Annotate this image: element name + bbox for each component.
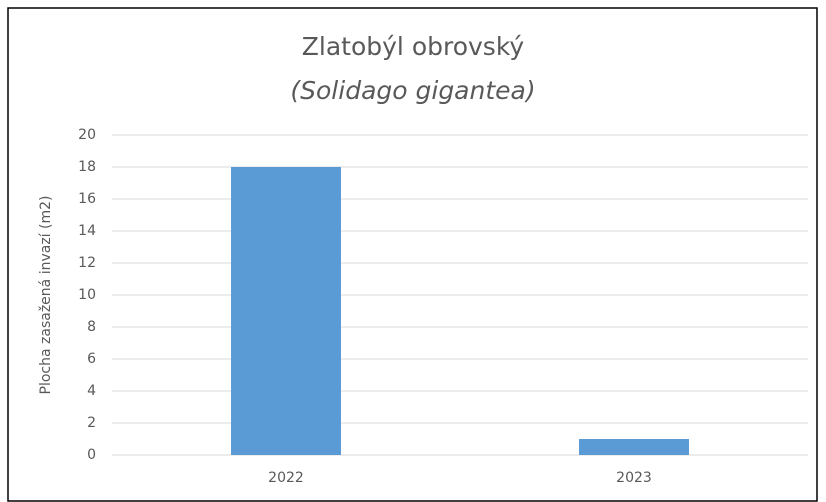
x-tick-label: 2023 xyxy=(616,470,652,486)
y-tick-label: 2 xyxy=(87,415,96,431)
bar xyxy=(579,439,689,455)
y-tick-label: 18 xyxy=(78,159,96,175)
chart-subtitle: (Solidago gigantea) xyxy=(290,76,535,105)
y-tick-label: 0 xyxy=(87,447,96,463)
y-tick-label: 6 xyxy=(87,351,96,367)
x-tick-label: 2022 xyxy=(268,470,304,486)
y-tick-label: 14 xyxy=(78,223,96,239)
y-tick-label: 16 xyxy=(78,191,96,207)
y-axis-label: Plocha zasažená invazí (m2) xyxy=(38,196,54,395)
y-tick-label: 8 xyxy=(87,319,96,335)
y-tick-label: 4 xyxy=(87,383,96,399)
chart-title: Zlatobýl obrovský xyxy=(302,32,525,61)
bar xyxy=(231,167,341,455)
y-tick-label: 10 xyxy=(78,287,96,303)
y-tick-label: 12 xyxy=(78,255,96,271)
chart-frame xyxy=(7,7,818,502)
y-tick-label: 20 xyxy=(78,127,96,143)
